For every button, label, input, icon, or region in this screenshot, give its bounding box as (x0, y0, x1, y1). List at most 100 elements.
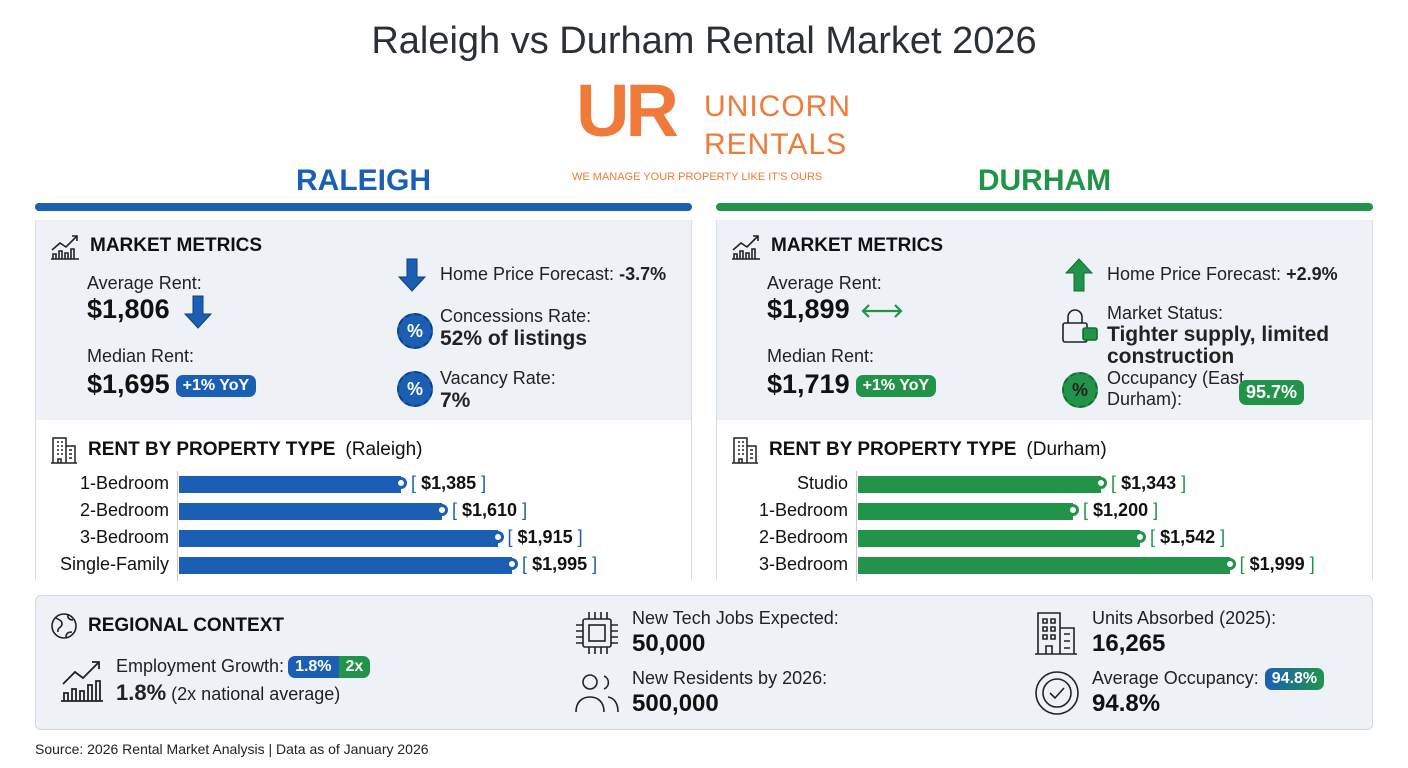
bar-end-marker (1223, 558, 1236, 570)
bar-value-label: [ $1,995 ] (522, 554, 598, 574)
raleigh-heading: RALEIGH (296, 164, 431, 197)
units-absorbed-value: 16,265 (1092, 630, 1166, 657)
check-circle-icon (1035, 671, 1079, 715)
chart-growth-icon (51, 235, 79, 260)
bar-row: 1-Bedroom [ $1,385 ] (36, 473, 691, 495)
bar-row: 2-Bedroom [ $1,542 ] (717, 527, 1372, 549)
logo-mark: UR (576, 69, 679, 152)
bar (179, 530, 498, 547)
building-icon (51, 437, 77, 464)
percent-badge-icon: % (1062, 372, 1098, 408)
bar-label: 1-Bedroom (758, 500, 848, 520)
bar-row: Studio [ $1,343 ] (717, 473, 1372, 495)
tech-jobs-value: 50,000 (632, 630, 706, 657)
durham-heading: DURHAM (977, 164, 1112, 197)
bar-value: $1,610 (462, 500, 518, 520)
occupancy-label: Occupancy (East Durham): (1107, 368, 1245, 409)
bar (858, 557, 1230, 574)
status-label: Market Status: (1107, 303, 1224, 323)
median-rent-value: $1,695 +1% YoY (87, 369, 257, 400)
residents-value: 500,000 (632, 690, 719, 717)
unicorn-rentals-logo: UR UNICORN RENTALS WE MANAGE YOUR PROPER… (572, 68, 862, 188)
employment-note: (2x national average) (171, 684, 341, 704)
employment-value: 1.8% (116, 680, 167, 705)
median-rent-label: Median Rent: (767, 346, 875, 366)
axis-line (177, 471, 178, 581)
bar (858, 530, 1141, 547)
raleigh-market-metrics: MARKET METRICS Average Rent: $1,806 Medi… (36, 220, 691, 420)
percent-badge-icon: % (397, 313, 433, 349)
bar-value-label: [ $1,915 ] (507, 527, 583, 547)
section-title: RENT BY PROPERTY TYPE (769, 439, 1017, 460)
bar-row: 1-Bedroom [ $1,200 ] (717, 500, 1372, 522)
durham-rent-bar-chart: Studio [ $1,343 ] 1-Bedroom [ $1,200 ] 2-Bed… (717, 471, 1372, 581)
bar-end-marker (491, 531, 504, 543)
bar (179, 557, 513, 574)
bar-label: 2-Bedroom (79, 500, 169, 520)
median-rent-label: Median Rent: (87, 346, 195, 366)
bar-label: 1-Bedroom (79, 473, 169, 493)
building-icon (1035, 612, 1077, 655)
page-title: Raleigh vs Durham Rental Market 2026 (371, 20, 1037, 62)
bar-value-label: [ $1,200 ] (1083, 500, 1159, 520)
arrow-down-icon (398, 258, 426, 292)
residents-label: New Residents by 2026: (632, 668, 828, 688)
bar-value-label: [ $1,542 ] (1150, 527, 1226, 547)
bar (858, 476, 1102, 493)
logo-line1: UNICORN (704, 90, 851, 123)
avg-rent-value: $1,899 (767, 294, 850, 324)
avg-occupancy-value: 94.8% (1092, 690, 1161, 717)
durham-panel: MARKET METRICS Average Rent: $1,899 Medi… (716, 220, 1373, 581)
occupancy-badge: 95.7% (1239, 380, 1305, 405)
forecast: Home Price Forecast: +2.9% (1107, 264, 1338, 284)
bar-end-marker (1134, 531, 1147, 543)
bar (179, 476, 402, 493)
bar-row: 2-Bedroom [ $1,610 ] (36, 500, 691, 522)
bar-label: Single-Family (59, 554, 169, 574)
bar-label: Studio (796, 473, 848, 493)
arrow-down-icon (184, 295, 212, 329)
raleigh-rent-bar-chart: 1-Bedroom [ $1,385 ] 2-Bedroom [ $1,610 ] 3-… (36, 471, 691, 581)
raleigh-panel: MARKET METRICS Average Rent: $1,806 Medi… (35, 220, 692, 581)
bar-value: $1,200 (1093, 500, 1149, 520)
bar-value: $1,915 (517, 527, 573, 547)
bar-end-marker (1095, 477, 1108, 489)
globe-icon (51, 613, 77, 639)
bar (179, 503, 442, 520)
chip-icon (576, 612, 618, 654)
occupancy-badge: 94.8% (1264, 668, 1325, 691)
logo-line2: RENTALS (704, 128, 848, 161)
bar-end-marker (395, 477, 408, 489)
bar-label: 2-Bedroom (758, 527, 848, 547)
bar-value: $1,995 (532, 554, 588, 574)
section-title: MARKET METRICS (771, 235, 944, 256)
chart-growth-icon (61, 661, 103, 702)
bar-row: 3-Bedroom [ $1,915 ] (36, 527, 691, 549)
multiplier-badge: 2x (338, 656, 371, 679)
bar-value: $1,999 (1249, 554, 1305, 574)
percent-badge-icon: % (397, 371, 433, 407)
chart-growth-icon (732, 235, 760, 260)
bar-value: $1,542 (1160, 527, 1216, 547)
regional-context-panel: REGIONAL CONTEXT Employment Growth: 1.8% 2… (35, 595, 1373, 730)
forecast-value: +2.9% (1286, 264, 1338, 284)
arrow-up-icon (1065, 258, 1093, 292)
bar-row: Single-Family [ $1,995 ] (36, 554, 691, 576)
vacancy-value: 7% (440, 389, 471, 412)
avg-rent-label: Average Rent: (87, 273, 202, 293)
yoy-badge: +1% YoY (855, 374, 937, 397)
avg-rent-value: $1,806 (87, 294, 170, 324)
avg-occupancy-label: Average Occupancy: (1092, 668, 1259, 688)
section-title: MARKET METRICS (90, 235, 263, 256)
durham-divider (716, 203, 1373, 211)
bar-end-marker (1067, 504, 1079, 516)
durham-market-metrics: MARKET METRICS Average Rent: $1,899 Medi… (717, 220, 1372, 420)
status-value: Tighter supply, limited construction (1107, 323, 1330, 368)
bar-value-label: [ $1,999 ] (1239, 554, 1315, 574)
concessions-value: 52% of listings (440, 327, 588, 350)
source-note: Source: 2026 Rental Market Analysis | Da… (35, 741, 429, 757)
arrows-horizontal-icon (861, 304, 903, 318)
bar (858, 503, 1073, 520)
avg-rent-label: Average Rent: (767, 273, 882, 293)
bar-value: $1,343 (1121, 473, 1177, 493)
